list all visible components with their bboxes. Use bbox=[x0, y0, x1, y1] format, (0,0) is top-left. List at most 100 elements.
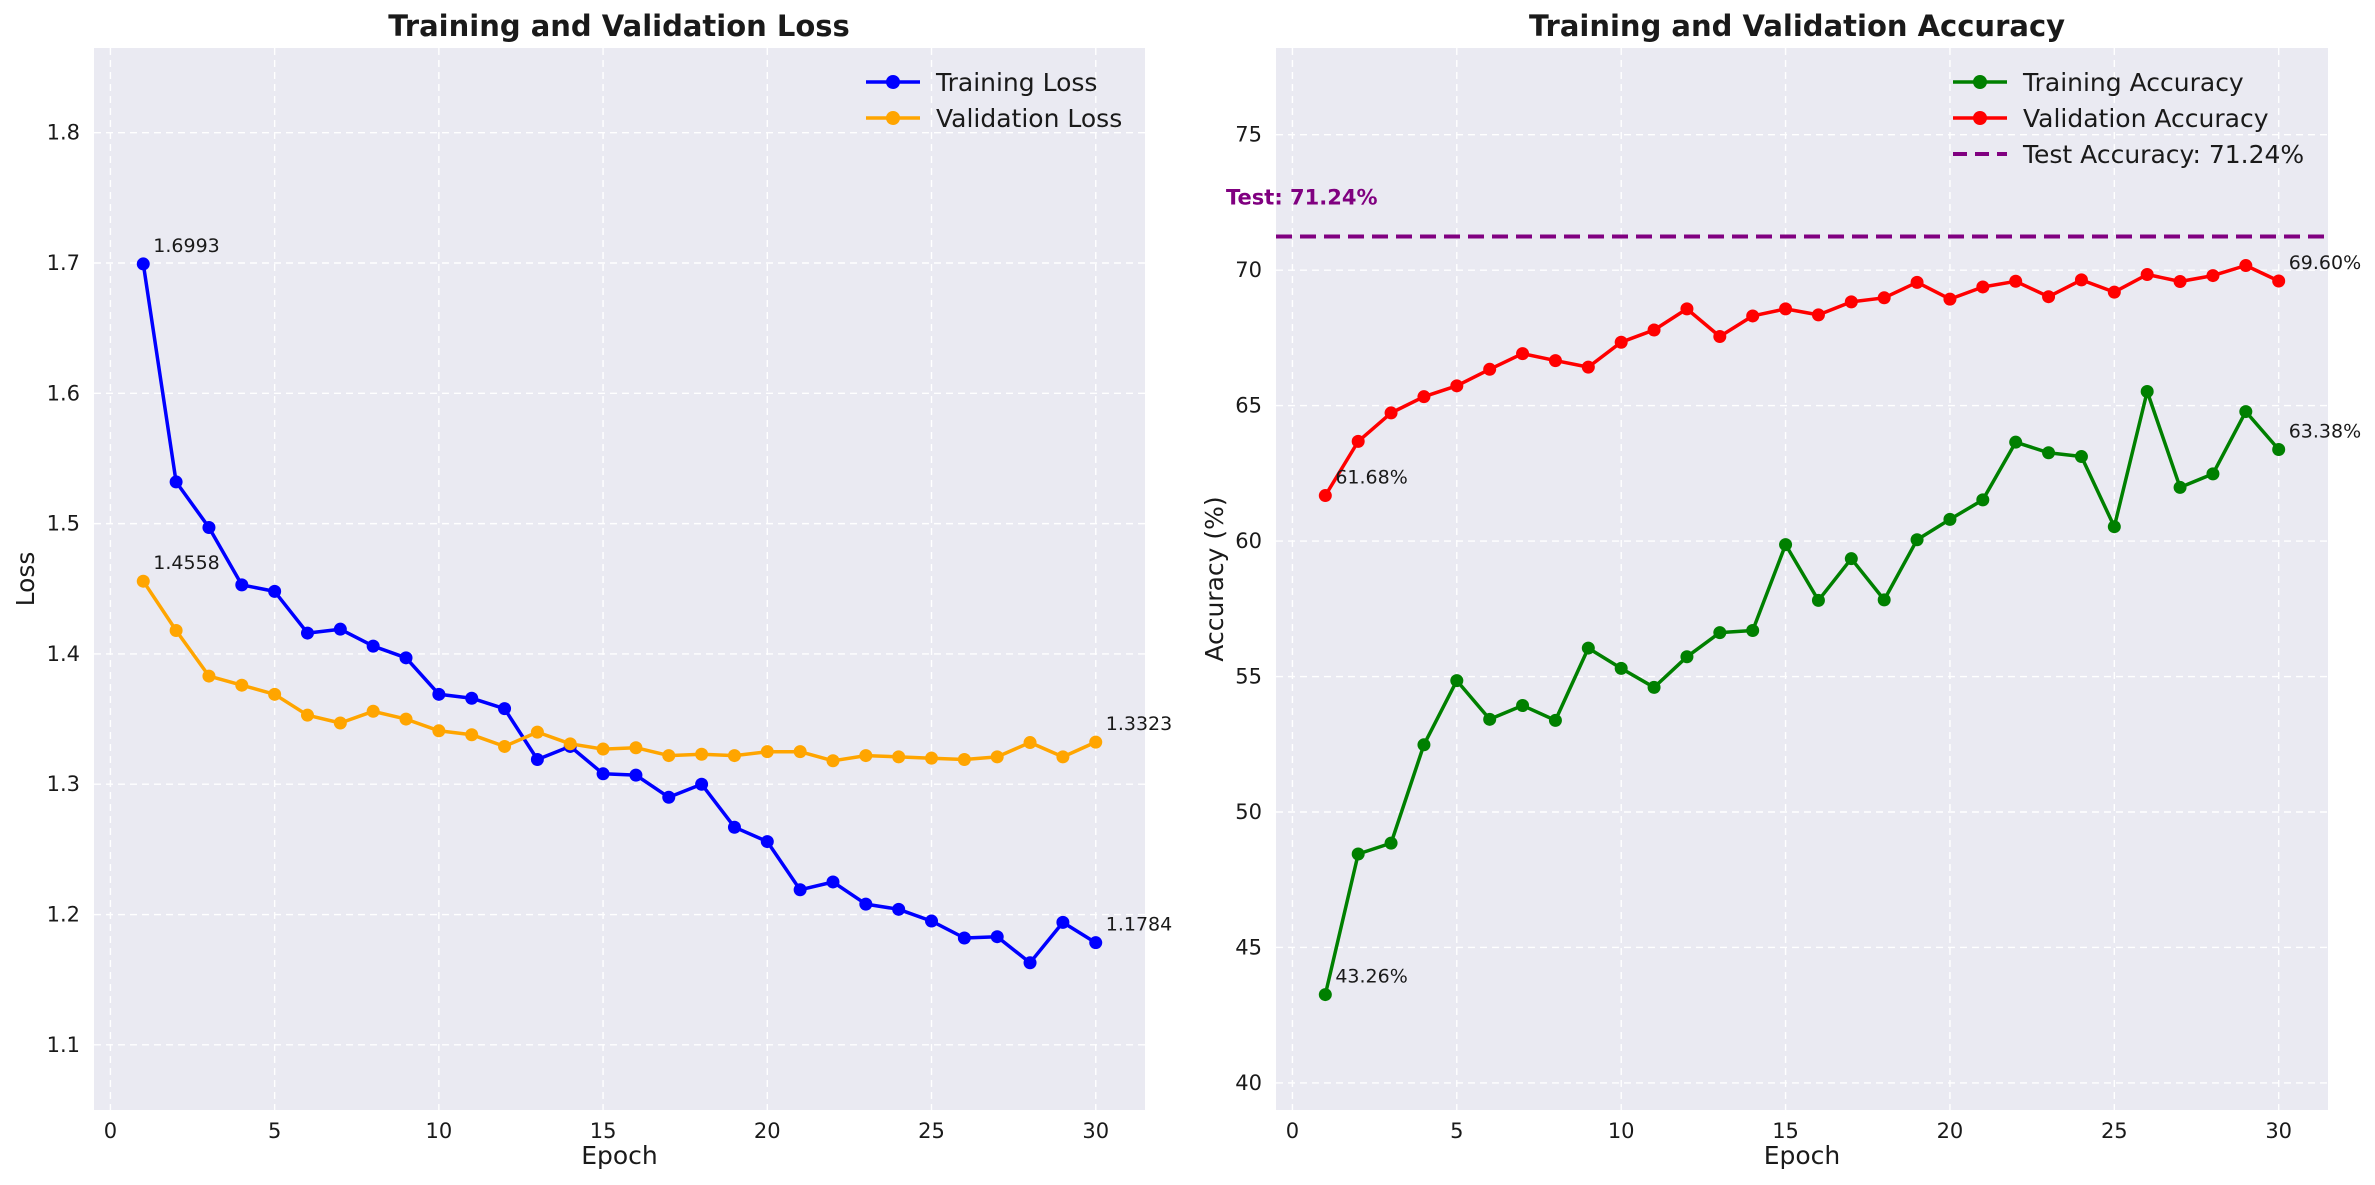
data-point bbox=[925, 914, 939, 928]
data-point bbox=[1384, 836, 1398, 850]
data-point bbox=[366, 704, 380, 718]
data-point bbox=[695, 777, 709, 791]
legend-label: Training Accuracy bbox=[2022, 68, 2244, 97]
data-point bbox=[1943, 292, 1957, 306]
data-point bbox=[1844, 295, 1858, 309]
y-tick-label: 75 bbox=[1235, 123, 1262, 147]
data-point bbox=[1351, 434, 1365, 448]
data-point bbox=[2042, 290, 2056, 304]
data-point bbox=[2009, 274, 2023, 288]
legend-swatch-marker bbox=[886, 111, 900, 125]
data-point bbox=[925, 751, 939, 765]
value-annotation: 69.60% bbox=[2289, 252, 2361, 274]
data-point bbox=[760, 835, 774, 849]
data-point bbox=[202, 521, 216, 535]
data-point bbox=[793, 745, 807, 759]
y-tick-label: 1.1 bbox=[47, 1033, 80, 1057]
x-tick-label: 10 bbox=[1608, 1119, 1635, 1143]
data-point bbox=[1483, 362, 1497, 376]
x-tick-label: 25 bbox=[2101, 1119, 2128, 1143]
legend-swatch-marker bbox=[1973, 111, 1987, 125]
data-point bbox=[235, 678, 249, 692]
data-point bbox=[1779, 302, 1793, 316]
data-point bbox=[2107, 285, 2121, 299]
data-point bbox=[1713, 330, 1727, 344]
x-tick-label: 0 bbox=[1286, 1119, 1299, 1143]
data-point bbox=[465, 728, 479, 742]
data-point bbox=[1581, 360, 1595, 374]
x-tick-label: 5 bbox=[268, 1119, 281, 1143]
series-line bbox=[1323, 389, 2281, 995]
plot-area bbox=[1276, 48, 2328, 1110]
data-point bbox=[1614, 335, 1628, 349]
data-point bbox=[629, 741, 643, 755]
data-point bbox=[1647, 680, 1661, 694]
data-point bbox=[2107, 520, 2121, 534]
data-point bbox=[2173, 275, 2187, 289]
data-point bbox=[1647, 323, 1661, 337]
x-tick-label: 5 bbox=[1450, 1119, 1463, 1143]
legend-item: Training Loss bbox=[866, 68, 1097, 97]
data-point bbox=[169, 623, 183, 637]
data-point bbox=[1417, 390, 1431, 404]
data-point bbox=[1056, 750, 1070, 764]
x-axis-label: Epoch bbox=[581, 1141, 658, 1170]
data-point bbox=[1779, 538, 1793, 552]
data-point bbox=[662, 749, 676, 763]
chart-title: Training and Validation Accuracy bbox=[1529, 9, 2065, 43]
data-point bbox=[432, 724, 446, 738]
data-point bbox=[399, 651, 413, 665]
y-tick-label: 1.4 bbox=[47, 642, 80, 666]
data-point bbox=[1318, 988, 1332, 1002]
legend-item: Validation Loss bbox=[866, 104, 1122, 133]
y-tick-label: 70 bbox=[1235, 258, 1262, 282]
data-point bbox=[1450, 674, 1464, 688]
data-point bbox=[2173, 480, 2187, 494]
data-point bbox=[662, 790, 676, 804]
y-tick-label: 1.3 bbox=[47, 772, 80, 796]
x-tick-label: 30 bbox=[2265, 1119, 2292, 1143]
data-point bbox=[2206, 467, 2220, 481]
data-point bbox=[859, 749, 873, 763]
data-point bbox=[1516, 699, 1530, 713]
data-point bbox=[530, 752, 544, 766]
data-point bbox=[957, 752, 971, 766]
legend: Training Accuracy Validation Accuracy Test… bbox=[1953, 68, 2304, 169]
data-point bbox=[300, 626, 314, 640]
data-point bbox=[530, 725, 544, 739]
data-point bbox=[1746, 623, 1760, 637]
data-point bbox=[1089, 936, 1103, 950]
data-point bbox=[629, 768, 643, 782]
data-point bbox=[136, 574, 150, 588]
data-point bbox=[859, 897, 873, 911]
data-point bbox=[2239, 259, 2253, 273]
y-tick-label: 55 bbox=[1235, 665, 1262, 689]
y-axis-label: Loss bbox=[11, 552, 40, 607]
accuracy-chart-panel: 0 5 10 15 20 25 30 40 45 50 55 60 65 70 75 Test: 71.24%… bbox=[1200, 9, 2361, 1170]
y-tick-label: 50 bbox=[1235, 800, 1262, 824]
loss-chart-panel: 0 5 10 15 20 25 30 1.1 1.2 1.3 1.4 1.5 1.6 1.7 1.8 1.69… bbox=[11, 9, 1172, 1170]
data-point bbox=[1976, 493, 1990, 507]
legend-label: Training Loss bbox=[935, 68, 1097, 97]
x-tick-label: 30 bbox=[1082, 1119, 1109, 1143]
x-axis-label: Epoch bbox=[1764, 1141, 1841, 1170]
data-point bbox=[1417, 738, 1431, 752]
value-annotation: 1.4558 bbox=[153, 552, 219, 574]
data-point bbox=[333, 622, 347, 636]
data-point bbox=[1548, 713, 1562, 727]
value-annotation: 1.1784 bbox=[1106, 914, 1172, 936]
y-tick-label: 1.7 bbox=[47, 251, 80, 275]
y-tick-label: 45 bbox=[1235, 935, 1262, 959]
data-point bbox=[990, 750, 1004, 764]
data-point bbox=[1713, 626, 1727, 640]
data-point bbox=[727, 820, 741, 834]
data-point bbox=[235, 578, 249, 592]
legend-item: Validation Accuracy bbox=[1953, 104, 2269, 133]
chart-title: Training and Validation Loss bbox=[388, 9, 850, 43]
legend-label: Validation Accuracy bbox=[2023, 104, 2269, 133]
data-point bbox=[563, 737, 577, 751]
legend-swatch-marker bbox=[886, 75, 900, 89]
data-point bbox=[596, 742, 610, 756]
x-tick-label: 25 bbox=[918, 1119, 945, 1143]
data-point bbox=[498, 702, 512, 716]
